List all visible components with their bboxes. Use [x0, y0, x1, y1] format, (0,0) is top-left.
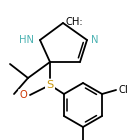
Text: O: O [19, 90, 27, 100]
Text: S: S [46, 80, 54, 90]
Text: HN: HN [19, 35, 34, 45]
Text: CH:: CH: [66, 17, 84, 27]
Text: N: N [91, 35, 99, 45]
Text: Cl: Cl [118, 85, 128, 95]
